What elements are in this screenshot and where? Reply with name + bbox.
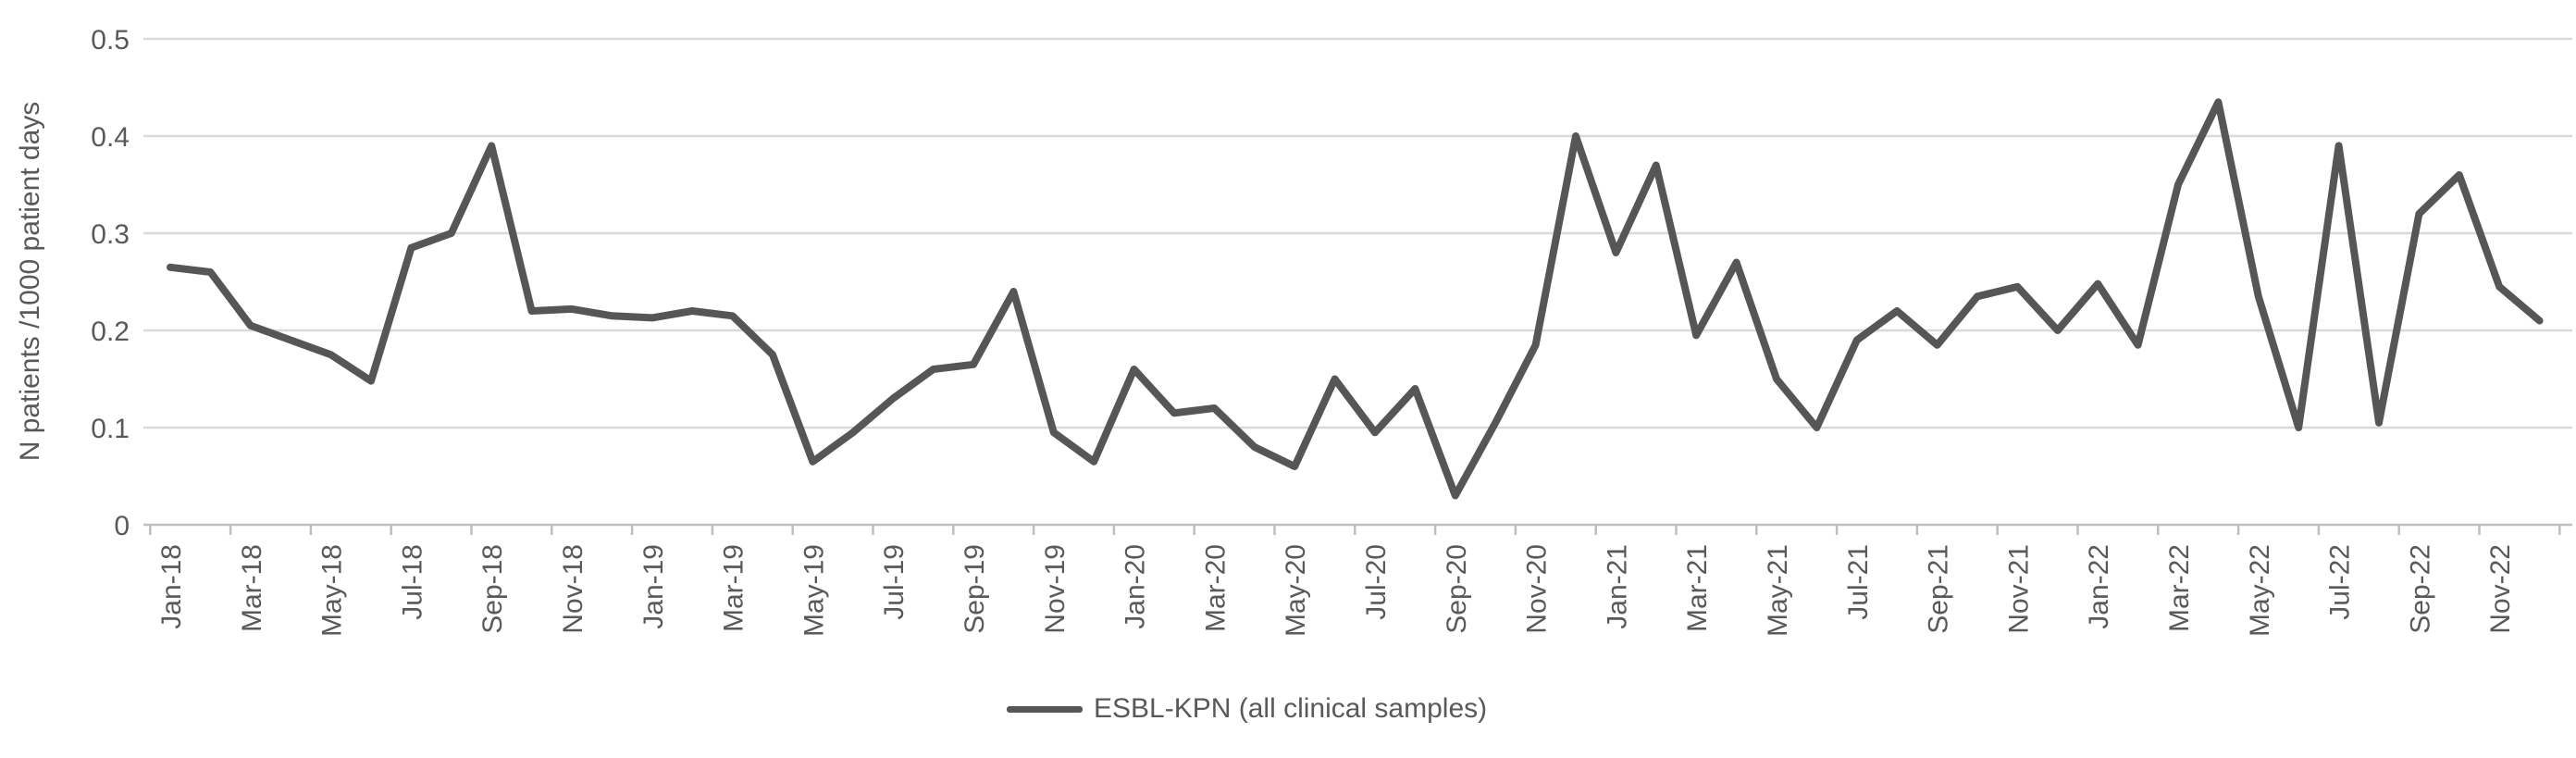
- x-tick-label: Jul-21: [1843, 544, 1874, 620]
- x-tick-label: May-18: [317, 544, 348, 637]
- x-tick-label: May-20: [1281, 544, 1311, 637]
- x-tick-label: Mar-18: [237, 544, 267, 632]
- legend-line-swatch: [1007, 705, 1083, 713]
- x-tick-label: Jul-18: [397, 544, 427, 620]
- y-tick-label: 0.4: [91, 122, 130, 153]
- x-tick-label: Jul-19: [879, 544, 910, 620]
- x-tick-label: Jan-21: [1602, 544, 1632, 629]
- y-tick-label: 0.1: [91, 414, 130, 444]
- x-tick-label: Jul-20: [1361, 544, 1392, 620]
- y-axis-title: N patients /1000 patient days: [15, 102, 45, 462]
- x-tick-label: Nov-18: [558, 544, 588, 634]
- x-tick-label: Sep-19: [960, 544, 990, 634]
- x-tick-label: Sep-21: [1924, 544, 1954, 634]
- x-tick-label: Jul-22: [2325, 544, 2356, 620]
- x-tick-label: Sep-20: [1442, 544, 1472, 634]
- legend-series-label: ESBL-KPN (all clinical samples): [1094, 693, 1488, 724]
- x-tick-label: Nov-19: [1040, 544, 1071, 634]
- y-tick-label: 0.3: [91, 219, 130, 250]
- x-tick-label: Nov-22: [2485, 544, 2516, 634]
- legend: ESBL-KPN (all clinical samples): [1007, 692, 1487, 726]
- x-tick-label: Jan-18: [156, 544, 187, 629]
- x-tick-label: Jan-19: [638, 544, 669, 629]
- x-tick-label: Mar-21: [1682, 544, 1713, 632]
- series-line: [167, 98, 2544, 500]
- x-tick-label: May-22: [2245, 544, 2275, 637]
- x-tick-label: Mar-20: [1200, 544, 1231, 632]
- x-tick-label: Mar-19: [719, 544, 749, 632]
- x-tick-label: Sep-22: [2405, 544, 2435, 634]
- y-tick-label: 0.2: [91, 317, 130, 347]
- x-tick-label: Mar-22: [2164, 544, 2195, 632]
- x-tick-label: Jan-20: [1121, 544, 1151, 629]
- y-tick-label: 0.5: [91, 25, 130, 56]
- x-tick-label: Nov-20: [1522, 544, 1553, 634]
- x-tick-label: Sep-18: [477, 544, 508, 634]
- x-tick-label: May-19: [799, 544, 829, 637]
- x-tick-label: May-21: [1763, 544, 1793, 637]
- x-tick-label: Nov-21: [2003, 544, 2034, 634]
- y-tick-label: 0: [114, 511, 130, 541]
- x-tick-label: Jan-22: [2084, 544, 2114, 629]
